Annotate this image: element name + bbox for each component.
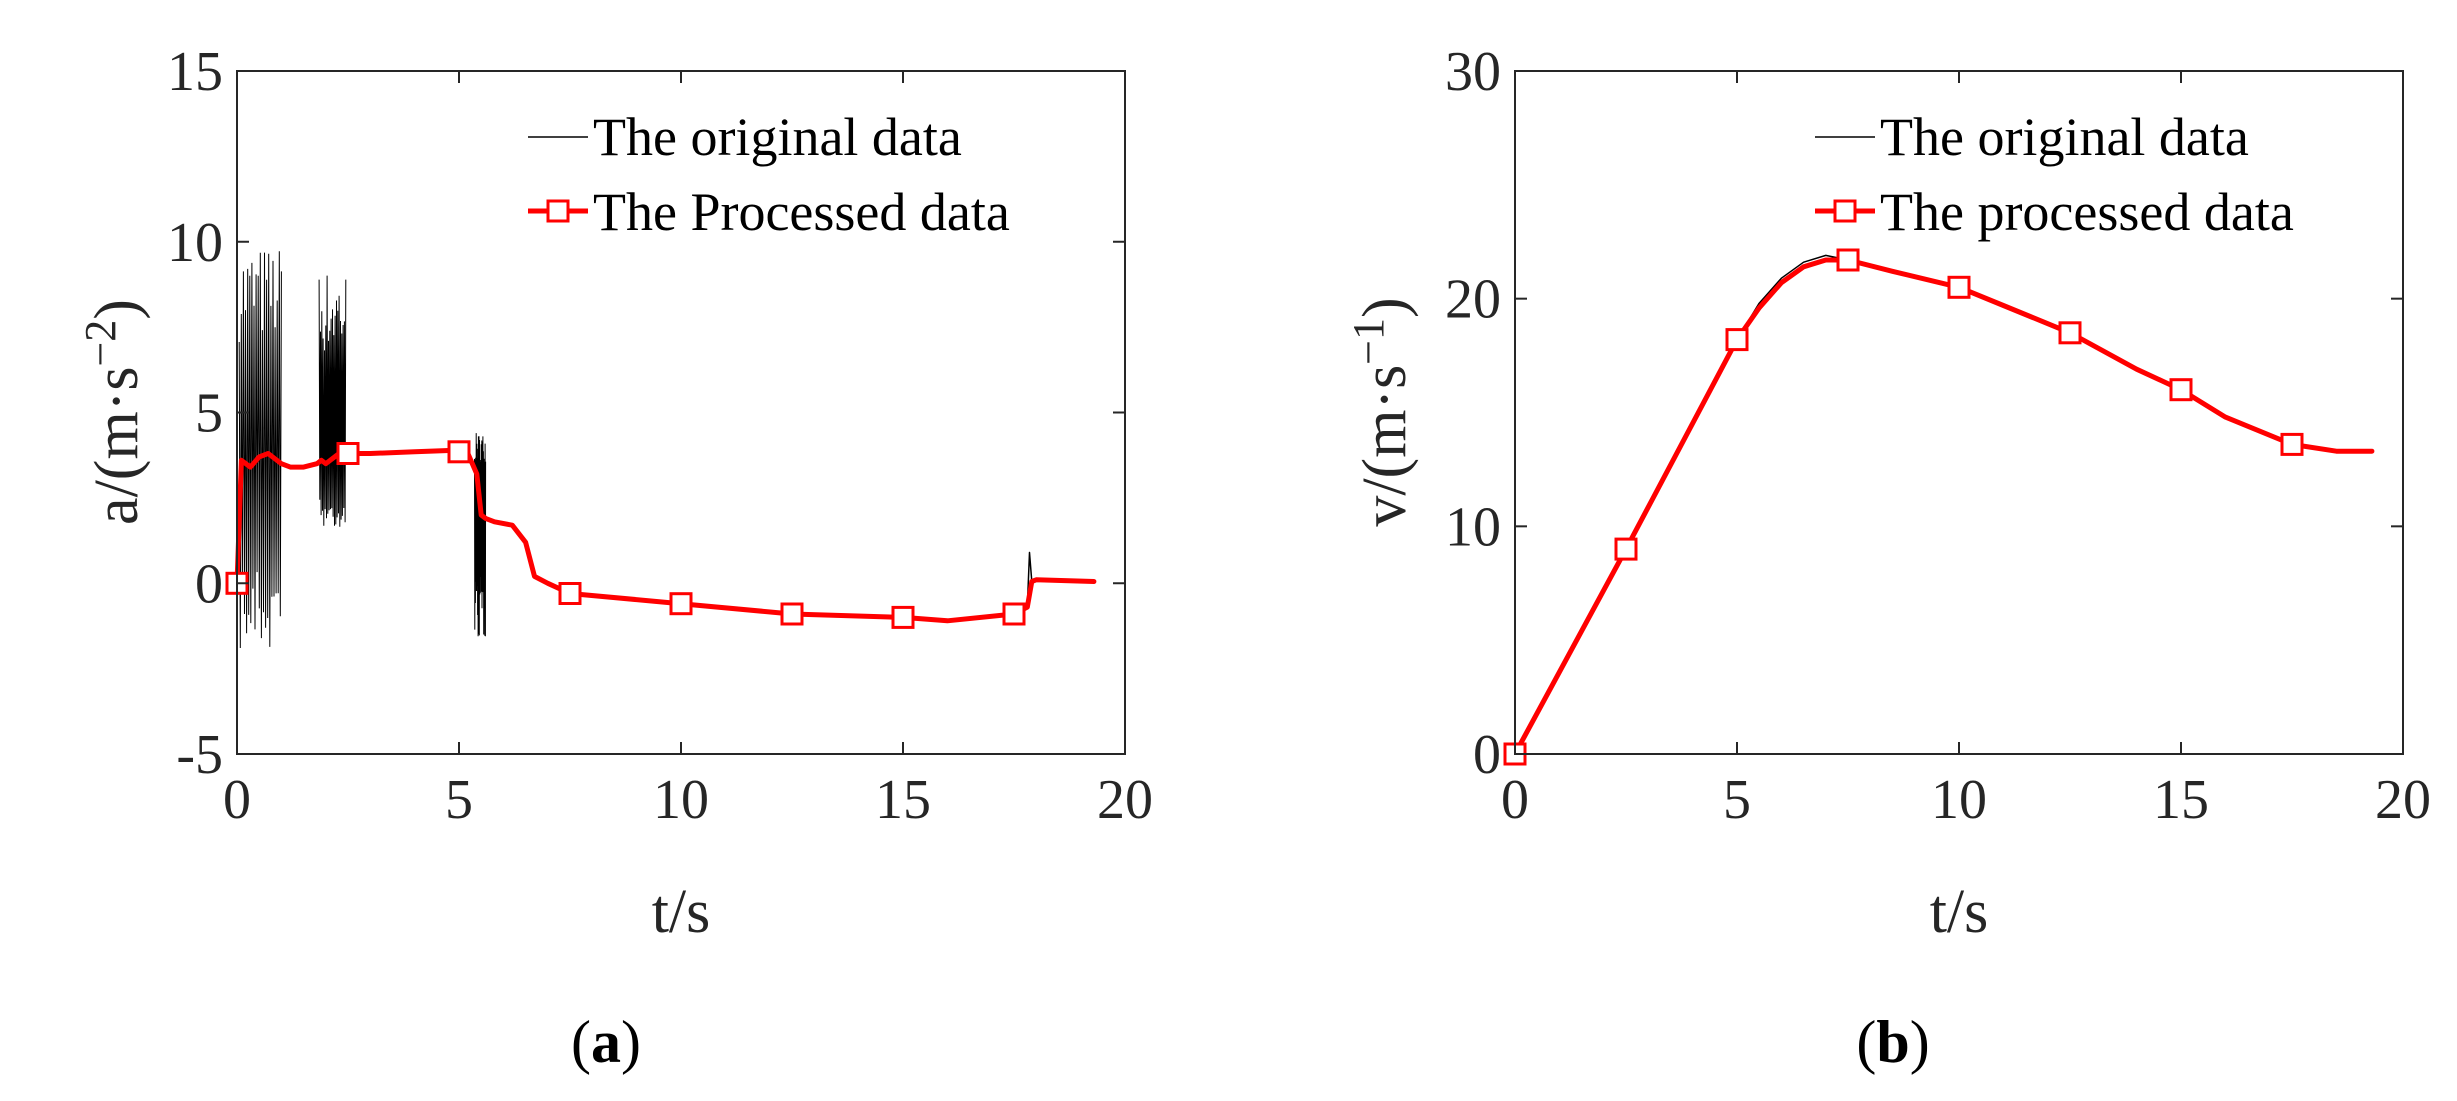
panel-a-series-processed-marker bbox=[558, 582, 582, 605]
panel-a-series-processed-marker bbox=[336, 442, 360, 465]
panel-a-noise-burst bbox=[474, 433, 487, 637]
panel-b-ytick-label: 10 bbox=[1445, 496, 1501, 558]
panel-a-ytick-label: -5 bbox=[176, 724, 223, 786]
panel-a-xtick-label: 20 bbox=[1097, 769, 1153, 831]
panel-a-series-processed-marker bbox=[891, 605, 915, 629]
panel-b-ylabel: v/(m·s−1) bbox=[1344, 297, 1419, 526]
panel-b-series-processed-marker bbox=[1947, 275, 1971, 299]
panel-a-xtick-label: 0 bbox=[223, 769, 251, 831]
panel-b-xtick-label: 15 bbox=[2153, 769, 2209, 831]
panel-b-series-processed-marker bbox=[1725, 328, 1749, 352]
panel-a-legend-processed-label: The Processed data bbox=[593, 182, 1010, 242]
panel-a-ytick-label: 10 bbox=[167, 212, 223, 274]
panel-a-series-processed-marker bbox=[447, 440, 471, 464]
panel-b-legend-original-label: The original data bbox=[1880, 107, 2249, 167]
panel-a-plot-area bbox=[225, 251, 1097, 649]
panel-a-ylabel-base: a/(m·s bbox=[83, 367, 151, 525]
panel-a-legend: The original data The Processed data bbox=[528, 107, 1010, 242]
panel-a-axes-box bbox=[236, 70, 1126, 755]
panel-b-series-processed-line bbox=[1512, 257, 2375, 757]
panel-b-caption: (b) bbox=[1856, 1009, 1929, 1075]
panel-b-series-processed-marker bbox=[2058, 321, 2082, 345]
panel-a-ytick-label: 5 bbox=[195, 383, 223, 445]
panel-a-ylabel: a/(m·s−2) bbox=[76, 299, 151, 525]
panel-b-legend: The original data The processed data bbox=[1815, 107, 2294, 242]
panel-a-series-processed-marker bbox=[669, 592, 693, 616]
panel-a-ytick-label: 15 bbox=[167, 41, 223, 103]
panel-a-series-processed-marker bbox=[780, 602, 804, 626]
panel-b-ticks: 0 5 10 15 20 0 10 20 30 bbox=[1445, 41, 2431, 831]
panel-b-series-processed-marker bbox=[2280, 432, 2304, 456]
panel-b-ytick-label: 30 bbox=[1445, 41, 1501, 103]
panel-b-legend-processed-label: The processed data bbox=[1880, 182, 2294, 242]
panel-b-legend-processed-marker bbox=[1833, 199, 1857, 223]
panel-b-ylabel-base: v/(m·s bbox=[1351, 365, 1419, 527]
panel-a-series-processed-marker bbox=[1002, 602, 1026, 626]
panel-a-series-processed-line bbox=[234, 447, 1097, 624]
panel-a-ylabel-exponent: −2 bbox=[76, 320, 125, 367]
panel-b-xtick-label: 5 bbox=[1723, 769, 1751, 831]
panel-a-ylabel-close: ) bbox=[83, 299, 151, 320]
panel-a-legend-processed-marker bbox=[546, 199, 570, 223]
panel-a-series-original-line bbox=[236, 449, 1095, 622]
panel-a-xtick-label: 10 bbox=[653, 769, 709, 831]
panel-a-caption: (a) bbox=[571, 1009, 641, 1075]
panel-a-xtick-label: 5 bbox=[445, 769, 473, 831]
panel-b-ylabel-exponent: −1 bbox=[1344, 318, 1393, 365]
panel-b-xtick-label: 20 bbox=[2375, 769, 2431, 831]
panel-b-ytick-label: 0 bbox=[1473, 724, 1501, 786]
panel-b-xtick-label: 10 bbox=[1931, 769, 1987, 831]
panel-a-xtick-label: 15 bbox=[875, 769, 931, 831]
panel-b-series-original-line bbox=[1514, 254, 2373, 755]
panel-b-xtick-label: 0 bbox=[1501, 769, 1529, 831]
panel-a-legend-original-label: The original data bbox=[593, 107, 962, 167]
panel-b-ylabel-close: ) bbox=[1351, 297, 1419, 318]
panel-a-noise-burst bbox=[318, 275, 347, 527]
panel-b-series-processed-marker bbox=[1836, 248, 1860, 272]
panel-b-ytick-label: 20 bbox=[1445, 269, 1501, 331]
panel-b-xlabel: t/s bbox=[1930, 878, 1989, 946]
panel-a-ytick-label: 0 bbox=[195, 553, 223, 615]
panel-a-noise-burst bbox=[238, 251, 282, 649]
panel-a-xlabel: t/s bbox=[652, 878, 711, 946]
panel-b-axes-box bbox=[1514, 70, 2404, 755]
panel-b-chart: 0 5 10 15 20 0 10 20 30 t/s v/(m·s−1) The origin… bbox=[1344, 41, 2431, 1075]
panel-b-series-processed-marker bbox=[1614, 537, 1638, 561]
panel-b-plot-area bbox=[1503, 248, 2375, 766]
panel-b-series-processed-marker bbox=[2169, 378, 2193, 402]
